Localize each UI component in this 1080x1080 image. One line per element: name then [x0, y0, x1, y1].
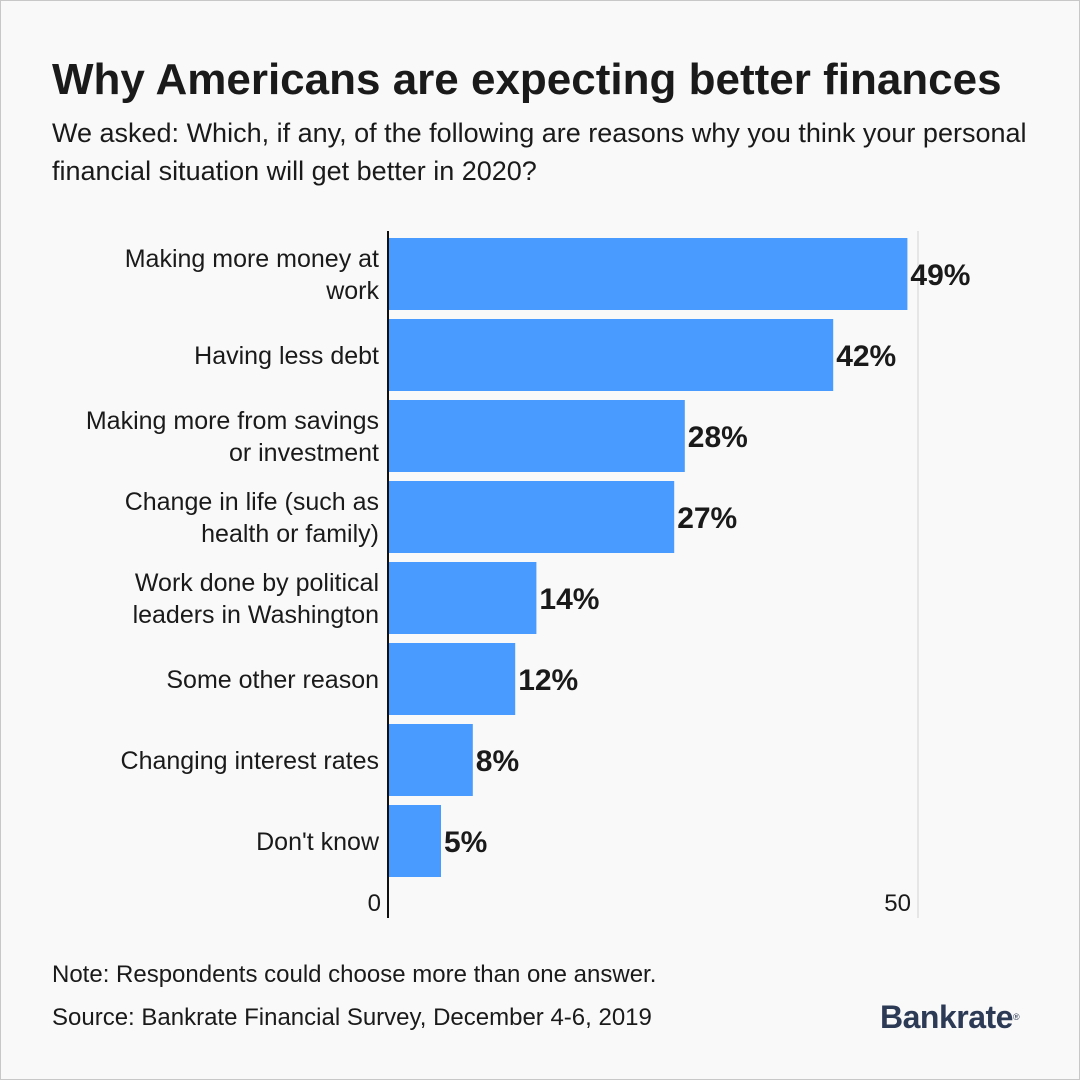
value-label-6: 8% [476, 745, 519, 778]
value-label-1: 42% [836, 340, 896, 373]
bar-2 [388, 400, 685, 472]
chart-subtitle: We asked: Which, if any, of the followin… [52, 118, 1027, 186]
category-label-1: Having less debt [194, 342, 379, 370]
category-label-0: Making more money at work [125, 245, 380, 305]
bar-1 [388, 319, 834, 391]
bar-7 [388, 805, 441, 877]
value-label-2: 28% [688, 421, 748, 454]
category-label-2: Making more from savings or investment [86, 407, 379, 467]
bar-5 [388, 643, 516, 715]
value-label-7: 5% [444, 826, 487, 859]
category-label-6: Changing interest rates [121, 747, 379, 775]
category-label-4: Work done by political leaders in Washing… [133, 569, 379, 629]
bar-3 [388, 481, 675, 553]
chart-title: Why Americans are expecting better finan… [52, 55, 1002, 104]
chart-note: Note: Respondents could choose more than… [52, 961, 657, 988]
x-tick-label-50: 50 [884, 890, 911, 917]
bar-0 [388, 238, 908, 310]
bar-4 [388, 562, 537, 634]
bankrate-logo-text: Bankrate [880, 999, 1013, 1035]
x-tick-label-0: 0 [368, 890, 381, 917]
bar-6 [388, 724, 473, 796]
category-label-7: Don't know [256, 828, 380, 856]
category-label-3: Change in life (such as health or family) [125, 488, 379, 548]
chart-source: Source: Bankrate Financial Survey, Decem… [52, 1004, 652, 1031]
bankrate-logo: Bankrate® [880, 997, 1020, 1037]
value-label-4: 14% [539, 583, 599, 616]
category-label-5: Some other reason [166, 666, 379, 694]
value-label-0: 49% [910, 259, 970, 292]
registered-mark: ® [1012, 1012, 1020, 1022]
value-label-5: 12% [518, 664, 578, 697]
value-label-3: 27% [677, 502, 737, 535]
